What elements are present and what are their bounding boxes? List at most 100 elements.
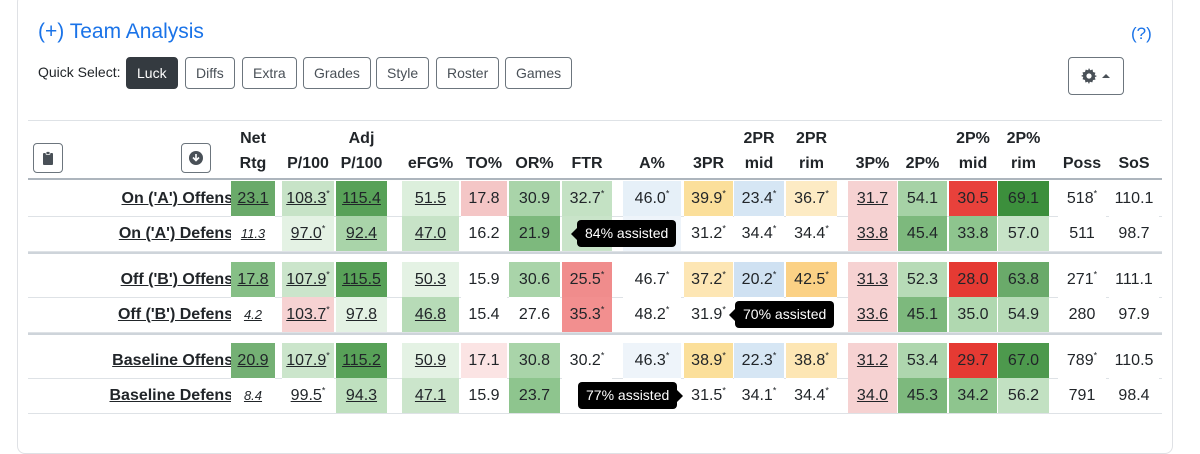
- stat-cell[interactable]: 50.9: [402, 343, 459, 378]
- stat-cell: 15.4: [461, 297, 507, 332]
- stat-cell[interactable]: 97.8: [336, 297, 387, 332]
- column-header[interactable]: mid: [958, 155, 988, 172]
- stat-cell: 30.9: [509, 181, 560, 216]
- column-header[interactable]: TO%: [465, 155, 503, 172]
- row-label[interactable]: Off ('B') Defense: [117, 306, 242, 323]
- row-label[interactable]: Baseline Defense: [109, 387, 242, 404]
- stat-cell[interactable]: 34.0: [848, 378, 897, 413]
- section-title[interactable]: (+) Team Analysis: [38, 20, 204, 43]
- stat-cell[interactable]: 50.3: [402, 262, 459, 297]
- stat-footnote-marker: *: [772, 269, 777, 280]
- stat-value: 23.1: [237, 190, 269, 207]
- column-header[interactable]: Rtg: [239, 155, 267, 172]
- column-header[interactable]: 2P%: [905, 155, 940, 172]
- stat-cell: 45.3: [898, 378, 947, 413]
- assisted-tooltip: 70% assisted: [728, 301, 835, 328]
- stat-cell[interactable]: 107.9*: [282, 262, 334, 297]
- stat-value: 33.8: [957, 225, 989, 242]
- stat-cell: 45.1: [898, 297, 947, 332]
- stat-footnote-marker: *: [600, 188, 605, 199]
- column-header[interactable]: eFG%: [407, 155, 454, 172]
- stat-cell[interactable]: 92.4: [336, 216, 387, 251]
- quick-select-style-button[interactable]: Style: [376, 57, 430, 89]
- stat-footnote-marker: *: [722, 188, 726, 199]
- column-header[interactable]: rim: [1011, 155, 1036, 172]
- stat-cell[interactable]: 115.4: [336, 181, 387, 216]
- column-header[interactable]: 3PR: [692, 155, 725, 172]
- stat-value: 37.2: [691, 271, 723, 288]
- stat-cell[interactable]: 46.8: [402, 297, 459, 332]
- stat-cell[interactable]: 107.9*: [282, 343, 334, 378]
- stat-value: 45.1: [906, 306, 939, 323]
- stat-cell[interactable]: 33.6: [848, 297, 897, 332]
- stat-value: 25.5: [569, 271, 601, 288]
- column-header-line1: Adj: [348, 130, 375, 147]
- quick-select-games-button[interactable]: Games: [505, 57, 573, 89]
- stat-cell: 34.2: [949, 378, 997, 413]
- column-header[interactable]: rim: [799, 155, 824, 172]
- stat-footnote-marker: *: [665, 269, 670, 280]
- settings-dropdown-button[interactable]: [1068, 57, 1124, 95]
- row-label[interactable]: On ('A') Defense: [118, 225, 242, 242]
- stat-cell[interactable]: 17.8: [231, 262, 275, 297]
- stat-cell[interactable]: 23.1: [231, 181, 275, 216]
- stat-cell: 63.8: [998, 262, 1049, 297]
- quick-select-extra-button[interactable]: Extra: [242, 57, 297, 89]
- column-header[interactable]: OR%: [515, 155, 554, 172]
- stat-cell: 37.2*: [684, 262, 733, 297]
- help-link[interactable]: (?): [1131, 24, 1152, 43]
- stat-cell[interactable]: 94.3: [336, 378, 387, 413]
- stat-cell[interactable]: 103.7*: [282, 297, 334, 332]
- column-header[interactable]: P/100: [340, 155, 383, 172]
- stat-cell[interactable]: 47.1: [402, 378, 459, 413]
- stat-value: 23.4: [741, 190, 773, 207]
- stat-cell[interactable]: 97.0*: [282, 216, 334, 251]
- group-divider: [28, 252, 1162, 254]
- quick-select-grades-button[interactable]: Grades: [303, 57, 371, 89]
- stat-footnote-marker: *: [321, 223, 326, 234]
- column-header[interactable]: SoS: [1118, 155, 1150, 172]
- stat-cell[interactable]: 4.2: [231, 297, 275, 332]
- column-header[interactable]: FTR: [571, 155, 603, 172]
- stat-cell: 110.1: [1109, 181, 1159, 216]
- stat-cell[interactable]: 11.3: [231, 216, 275, 251]
- stat-footnote-marker: *: [772, 350, 777, 361]
- stat-cell[interactable]: 47.0: [402, 216, 459, 251]
- stat-value: 17.1: [468, 352, 500, 369]
- download-button[interactable]: [181, 143, 211, 173]
- column-header[interactable]: Poss: [1062, 155, 1102, 172]
- stat-value: 271: [1066, 271, 1094, 288]
- stat-cell[interactable]: 8.4: [231, 378, 275, 413]
- quick-select-roster-button[interactable]: Roster: [436, 57, 500, 89]
- stat-cell[interactable]: 51.5: [402, 181, 459, 216]
- stat-value: 28.0: [957, 271, 989, 288]
- stat-value: 115.2: [342, 352, 381, 369]
- table-row: Off ('B') Defense 4.2 103.7* 97.8 46.8 15.4 27…: [28, 297, 1162, 332]
- quick-select-luck-button[interactable]: Luck: [126, 57, 178, 89]
- stat-cell: 15.9: [461, 378, 507, 413]
- stat-cell[interactable]: 108.3*: [282, 181, 334, 216]
- column-header[interactable]: A%: [639, 155, 665, 172]
- stat-cell[interactable]: 20.9: [231, 343, 275, 378]
- row-label[interactable]: Baseline Offense: [112, 352, 242, 369]
- stat-cell[interactable]: 31.2: [848, 343, 897, 378]
- stat-value: 110.1: [1114, 190, 1154, 207]
- column-header-line1: 2PR: [795, 130, 828, 147]
- stat-cell[interactable]: 115.5: [336, 262, 387, 297]
- stat-cell: 32.7*: [562, 181, 612, 216]
- stat-value: 52.3: [906, 271, 939, 288]
- column-header[interactable]: mid: [744, 155, 774, 172]
- stat-cell[interactable]: 33.8: [848, 216, 897, 251]
- stat-cell[interactable]: 31.3: [848, 262, 897, 297]
- quick-select-diffs-button[interactable]: Diffs: [185, 57, 235, 89]
- stat-value: 57.0: [1007, 225, 1040, 242]
- copy-clipboard-button[interactable]: [33, 143, 63, 173]
- column-header[interactable]: P/100: [287, 155, 329, 172]
- stat-cell: 67.0: [998, 343, 1049, 378]
- column-header[interactable]: 3P%: [855, 155, 890, 172]
- row-label[interactable]: Off ('B') Offense: [120, 271, 242, 288]
- row-label[interactable]: On ('A') Offense: [121, 190, 243, 207]
- stat-cell[interactable]: 31.7: [848, 181, 897, 216]
- stat-cell[interactable]: 115.2: [336, 343, 387, 378]
- stat-cell[interactable]: 99.5*: [282, 378, 334, 413]
